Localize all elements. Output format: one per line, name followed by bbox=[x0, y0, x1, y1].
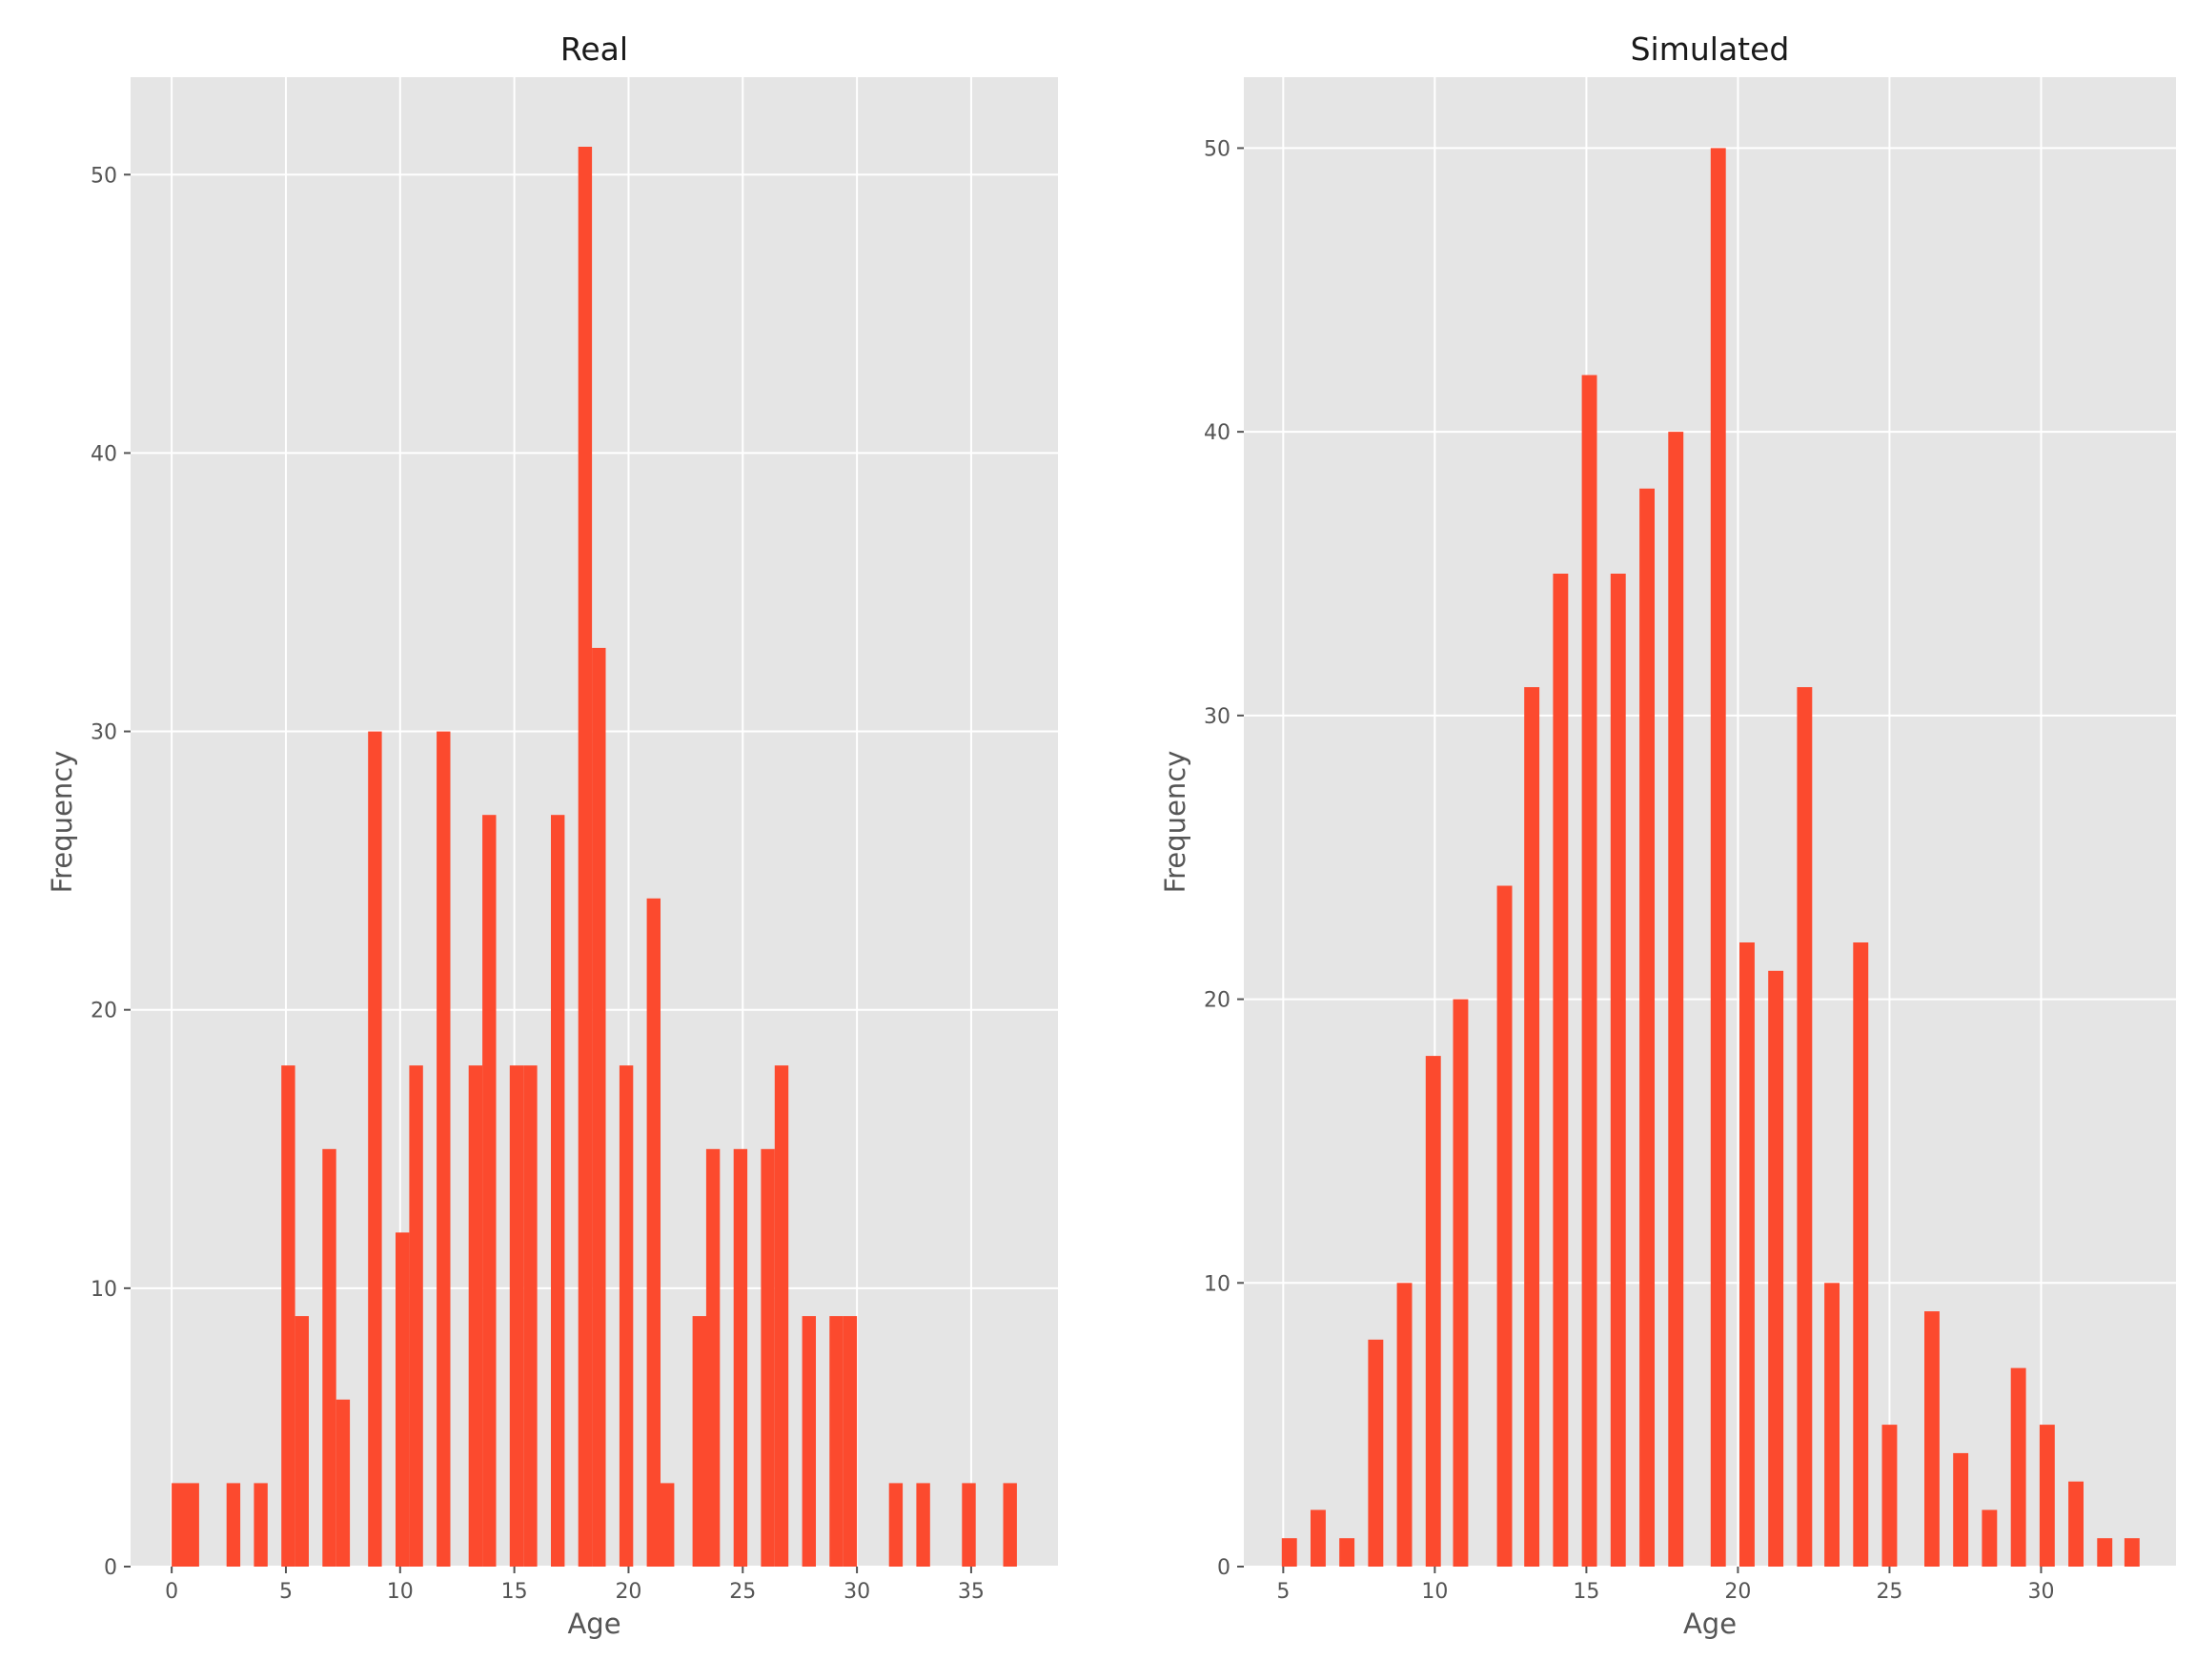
real-x-tick-label: 5 bbox=[279, 1580, 293, 1604]
real-bar-9 bbox=[396, 1232, 410, 1567]
real-bar-6 bbox=[322, 1148, 336, 1567]
real-bar-25 bbox=[761, 1148, 775, 1567]
simulated-bar-23 bbox=[1982, 1509, 1998, 1567]
simulated-bar-7 bbox=[1496, 885, 1513, 1567]
real-bar-1 bbox=[185, 1483, 199, 1567]
real-bar-13 bbox=[482, 815, 497, 1567]
real-x-tick-label: 15 bbox=[501, 1580, 528, 1604]
real-bar-8 bbox=[368, 731, 382, 1567]
simulated-plot-area bbox=[1244, 77, 2176, 1567]
real-bar-0 bbox=[172, 1483, 186, 1567]
simulated-bar-20 bbox=[1881, 1425, 1898, 1567]
simulated-x-tick-label: 20 bbox=[1724, 1580, 1751, 1604]
simulated-x-axis-label: Age bbox=[1683, 1608, 1737, 1640]
simulated-y-axis-label: Frequency bbox=[1159, 751, 1191, 894]
real-bar-31 bbox=[916, 1483, 930, 1567]
real-y-axis-label: Frequency bbox=[46, 751, 78, 894]
real-bar-24 bbox=[733, 1148, 748, 1567]
simulated-x-tick-label: 25 bbox=[1876, 1580, 1902, 1604]
real-x-tick-label: 0 bbox=[165, 1580, 178, 1604]
real-x-tick-label: 25 bbox=[729, 1580, 756, 1604]
real-bar-23 bbox=[705, 1148, 721, 1567]
real-bar-7 bbox=[336, 1399, 351, 1567]
real-bar-32 bbox=[962, 1483, 976, 1567]
simulated-bar-13 bbox=[1668, 432, 1684, 1568]
simulated-y-tick-label: 30 bbox=[1204, 705, 1230, 729]
simulated-bar-17 bbox=[1797, 687, 1813, 1567]
real-bar-30 bbox=[888, 1483, 904, 1567]
simulated-y-tick-label: 50 bbox=[1204, 137, 1230, 161]
simulated-y-tick-label: 40 bbox=[1204, 421, 1230, 445]
simulated-bar-24 bbox=[2010, 1367, 2026, 1567]
real-y-tick-label: 0 bbox=[104, 1556, 117, 1580]
simulated-chart-title: Simulated bbox=[1631, 30, 1790, 68]
real-bar-21 bbox=[661, 1483, 675, 1567]
real-bar-18 bbox=[592, 647, 606, 1567]
simulated-x-tick-label: 15 bbox=[1573, 1580, 1599, 1604]
real-histogram-panel: 0 5 10 15 20 25 30 35 0 10 20 30 40 50 Real Age Frequenc… bbox=[46, 30, 1058, 1640]
simulated-bar-8 bbox=[1524, 687, 1540, 1567]
real-bar-17 bbox=[578, 147, 593, 1567]
simulated-bar-10 bbox=[1581, 374, 1597, 1568]
simulated-bar-0 bbox=[1281, 1538, 1297, 1567]
real-x-tick-label: 35 bbox=[958, 1580, 985, 1604]
simulated-bar-22 bbox=[1953, 1452, 1969, 1567]
real-chart-title: Real bbox=[560, 30, 628, 68]
real-y-tick-label: 40 bbox=[91, 442, 117, 466]
simulated-bar-3 bbox=[1368, 1339, 1384, 1567]
simulated-bar-15 bbox=[1739, 942, 1755, 1567]
simulated-bar-21 bbox=[1924, 1311, 1940, 1567]
simulated-bar-4 bbox=[1396, 1283, 1413, 1567]
simulated-x-tick-label: 30 bbox=[2027, 1580, 2054, 1604]
simulated-bar-12 bbox=[1639, 488, 1655, 1568]
real-bar-20 bbox=[646, 898, 661, 1567]
simulated-bar-2 bbox=[1339, 1538, 1355, 1567]
simulated-bar-28 bbox=[2124, 1538, 2140, 1567]
real-y-tick-label: 10 bbox=[91, 1278, 117, 1302]
real-y-tick-label: 50 bbox=[91, 164, 117, 188]
real-bar-14 bbox=[509, 1065, 524, 1567]
simulated-bar-6 bbox=[1453, 999, 1469, 1567]
real-x-tick-label: 10 bbox=[387, 1580, 414, 1604]
simulated-bar-27 bbox=[2097, 1538, 2113, 1567]
simulated-bar-1 bbox=[1311, 1509, 1326, 1567]
real-bar-15 bbox=[523, 1065, 538, 1567]
real-bar-26 bbox=[774, 1065, 789, 1567]
simulated-y-tick-label: 10 bbox=[1204, 1272, 1230, 1296]
real-y-tick-label: 30 bbox=[91, 721, 117, 745]
simulated-histogram-panel: 5 10 15 20 25 30 0 10 20 30 40 50 Simulated Age Freque… bbox=[1159, 30, 2176, 1640]
simulated-bar-19 bbox=[1853, 942, 1869, 1567]
simulated-y-tick-label: 20 bbox=[1204, 989, 1230, 1013]
real-x-axis-label: Age bbox=[567, 1608, 620, 1640]
real-x-tick-label: 30 bbox=[844, 1580, 870, 1604]
simulated-bar-9 bbox=[1553, 574, 1569, 1567]
simulated-bar-5 bbox=[1425, 1056, 1441, 1567]
simulated-x-tick-label: 10 bbox=[1421, 1580, 1448, 1604]
simulated-bar-18 bbox=[1824, 1283, 1840, 1567]
simulated-bar-26 bbox=[2068, 1481, 2084, 1567]
simulated-bar-25 bbox=[2039, 1425, 2055, 1567]
real-bar-19 bbox=[619, 1065, 634, 1567]
real-bar-3 bbox=[254, 1483, 268, 1567]
real-bar-10 bbox=[409, 1065, 423, 1567]
real-x-tick-label: 20 bbox=[615, 1580, 641, 1604]
simulated-y-tick-label: 0 bbox=[1217, 1556, 1230, 1580]
real-bar-27 bbox=[802, 1316, 816, 1567]
real-bar-29 bbox=[843, 1316, 858, 1567]
real-bar-12 bbox=[468, 1065, 483, 1567]
real-bar-16 bbox=[551, 815, 565, 1567]
real-bar-5 bbox=[295, 1316, 309, 1567]
real-bar-33 bbox=[1003, 1483, 1017, 1567]
simulated-bar-16 bbox=[1768, 970, 1784, 1567]
real-y-tick-label: 20 bbox=[91, 1000, 117, 1023]
real-bar-11 bbox=[437, 731, 451, 1567]
real-bar-4 bbox=[281, 1065, 295, 1567]
simulated-bar-14 bbox=[1710, 148, 1726, 1567]
real-bar-28 bbox=[829, 1316, 844, 1567]
simulated-bar-11 bbox=[1610, 574, 1626, 1567]
real-bar-2 bbox=[226, 1483, 241, 1567]
real-bar-22 bbox=[692, 1316, 706, 1567]
simulated-x-tick-label: 5 bbox=[1276, 1580, 1290, 1604]
